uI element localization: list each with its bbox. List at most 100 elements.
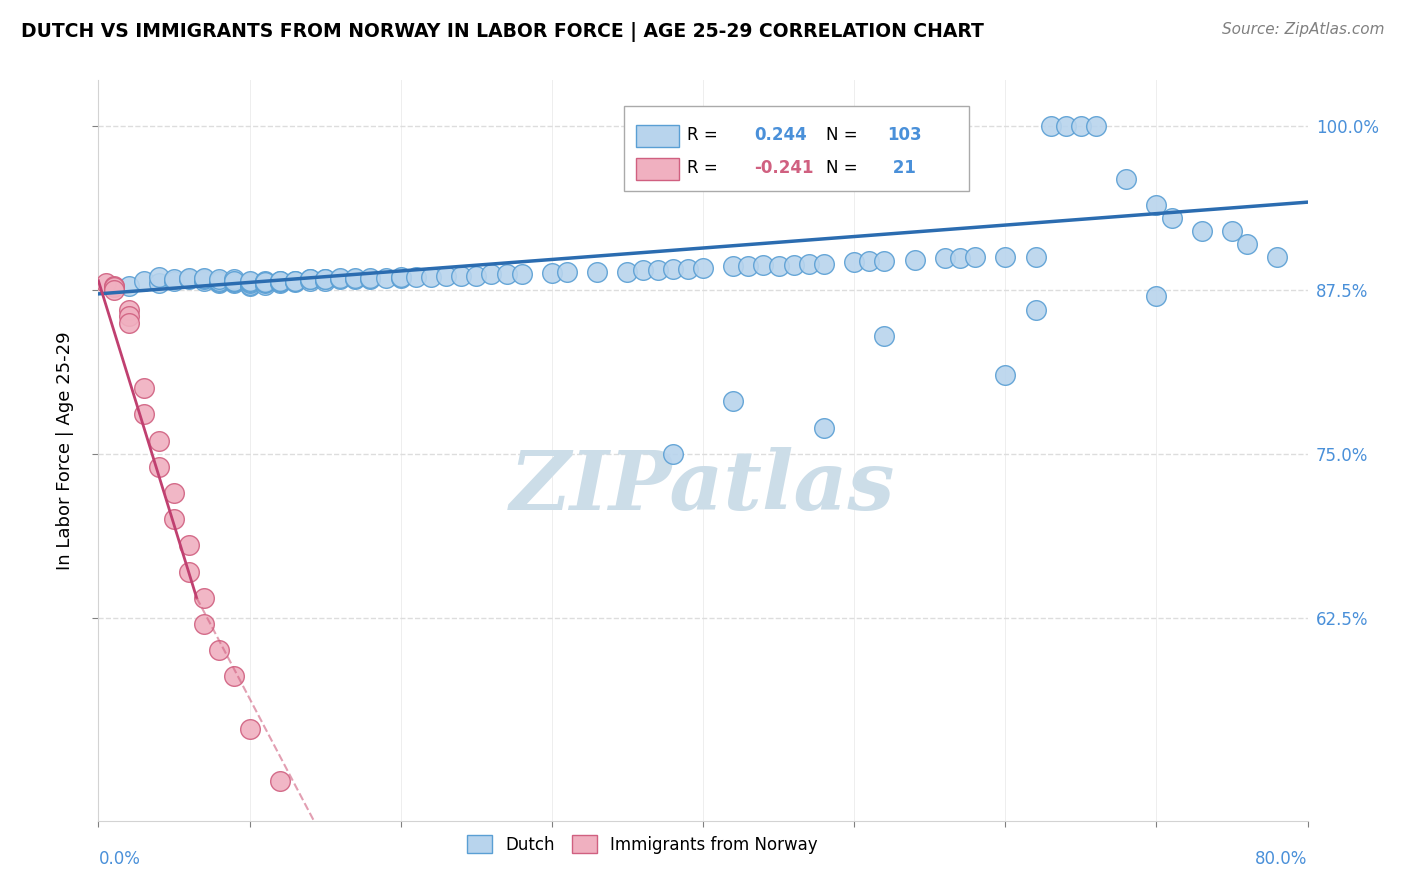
Point: [284, 274, 307, 288]
Point: [737, 260, 759, 274]
Point: [1220, 224, 1243, 238]
Point: [813, 257, 835, 271]
Text: 103: 103: [887, 126, 921, 145]
Point: [179, 272, 201, 286]
Point: [224, 669, 246, 683]
Text: N =: N =: [827, 160, 863, 178]
Point: [434, 268, 457, 283]
Text: N =: N =: [827, 126, 863, 145]
Point: [1160, 211, 1182, 225]
Point: [118, 302, 141, 317]
Point: [329, 272, 352, 286]
Point: [481, 267, 503, 281]
Point: [94, 277, 117, 291]
Point: [148, 459, 170, 474]
Y-axis label: In Labor Force | Age 25-29: In Labor Force | Age 25-29: [56, 331, 75, 570]
Text: 0.0%: 0.0%: [98, 850, 141, 868]
Point: [1267, 250, 1289, 264]
Point: [873, 328, 896, 343]
Point: [676, 262, 699, 277]
Point: [1115, 171, 1137, 186]
Legend: Dutch, Immigrants from Norway: Dutch, Immigrants from Norway: [461, 829, 824, 861]
Point: [858, 254, 880, 268]
Point: [148, 277, 170, 291]
Point: [163, 486, 186, 500]
Point: [450, 268, 472, 283]
Point: [132, 274, 155, 288]
Point: [253, 275, 276, 289]
Point: [495, 267, 517, 281]
Point: [163, 274, 186, 288]
Point: [224, 274, 246, 288]
Point: [510, 267, 533, 281]
Point: [631, 263, 654, 277]
Point: [752, 258, 775, 272]
Point: [299, 272, 322, 286]
Point: [314, 272, 336, 286]
Point: [224, 272, 246, 286]
Point: [405, 269, 427, 284]
Point: [1024, 302, 1046, 317]
Point: [813, 420, 835, 434]
Point: [783, 258, 806, 272]
Point: [193, 591, 215, 605]
Point: [314, 272, 336, 286]
Point: [934, 252, 956, 266]
Point: [253, 277, 276, 292]
Point: [1039, 119, 1062, 133]
Point: [193, 617, 215, 632]
Text: 21: 21: [887, 160, 915, 178]
Point: [269, 275, 291, 289]
Point: [269, 274, 291, 288]
Point: [420, 269, 443, 284]
Point: [239, 277, 262, 292]
Point: [132, 408, 155, 422]
Point: [1236, 237, 1258, 252]
Point: [723, 260, 745, 274]
Point: [994, 250, 1017, 264]
Point: [118, 316, 141, 330]
Point: [555, 264, 578, 278]
Point: [179, 539, 201, 553]
Point: [965, 250, 987, 264]
Text: R =: R =: [688, 160, 723, 178]
FancyBboxPatch shape: [637, 125, 679, 147]
Point: [1144, 289, 1167, 303]
Point: [224, 274, 246, 288]
Point: [224, 277, 246, 291]
Text: Source: ZipAtlas.com: Source: ZipAtlas.com: [1222, 22, 1385, 37]
Point: [239, 277, 262, 291]
Text: -0.241: -0.241: [754, 160, 813, 178]
Point: [616, 264, 638, 278]
Point: [208, 274, 231, 288]
Point: [344, 271, 367, 285]
Point: [179, 565, 201, 579]
Point: [269, 277, 291, 291]
Point: [224, 275, 246, 289]
Point: [389, 271, 412, 285]
Point: [253, 277, 276, 291]
Text: R =: R =: [688, 126, 723, 145]
Point: [465, 268, 488, 283]
Point: [1070, 119, 1092, 133]
Text: 0.244: 0.244: [754, 126, 807, 145]
Point: [132, 381, 155, 395]
Point: [299, 272, 322, 286]
Point: [284, 275, 307, 289]
Point: [284, 274, 307, 288]
Point: [253, 275, 276, 289]
Point: [1085, 119, 1108, 133]
Point: [163, 272, 186, 286]
Point: [389, 269, 412, 284]
Point: [208, 275, 231, 289]
Point: [661, 262, 683, 277]
Point: [118, 279, 141, 293]
Point: [540, 266, 562, 280]
Point: [179, 271, 201, 285]
Point: [118, 309, 141, 323]
Point: [661, 447, 683, 461]
Point: [103, 279, 125, 293]
Point: [797, 257, 820, 271]
Text: DUTCH VS IMMIGRANTS FROM NORWAY IN LABOR FORCE | AGE 25-29 CORRELATION CHART: DUTCH VS IMMIGRANTS FROM NORWAY IN LABOR…: [21, 22, 984, 42]
Point: [692, 260, 714, 275]
